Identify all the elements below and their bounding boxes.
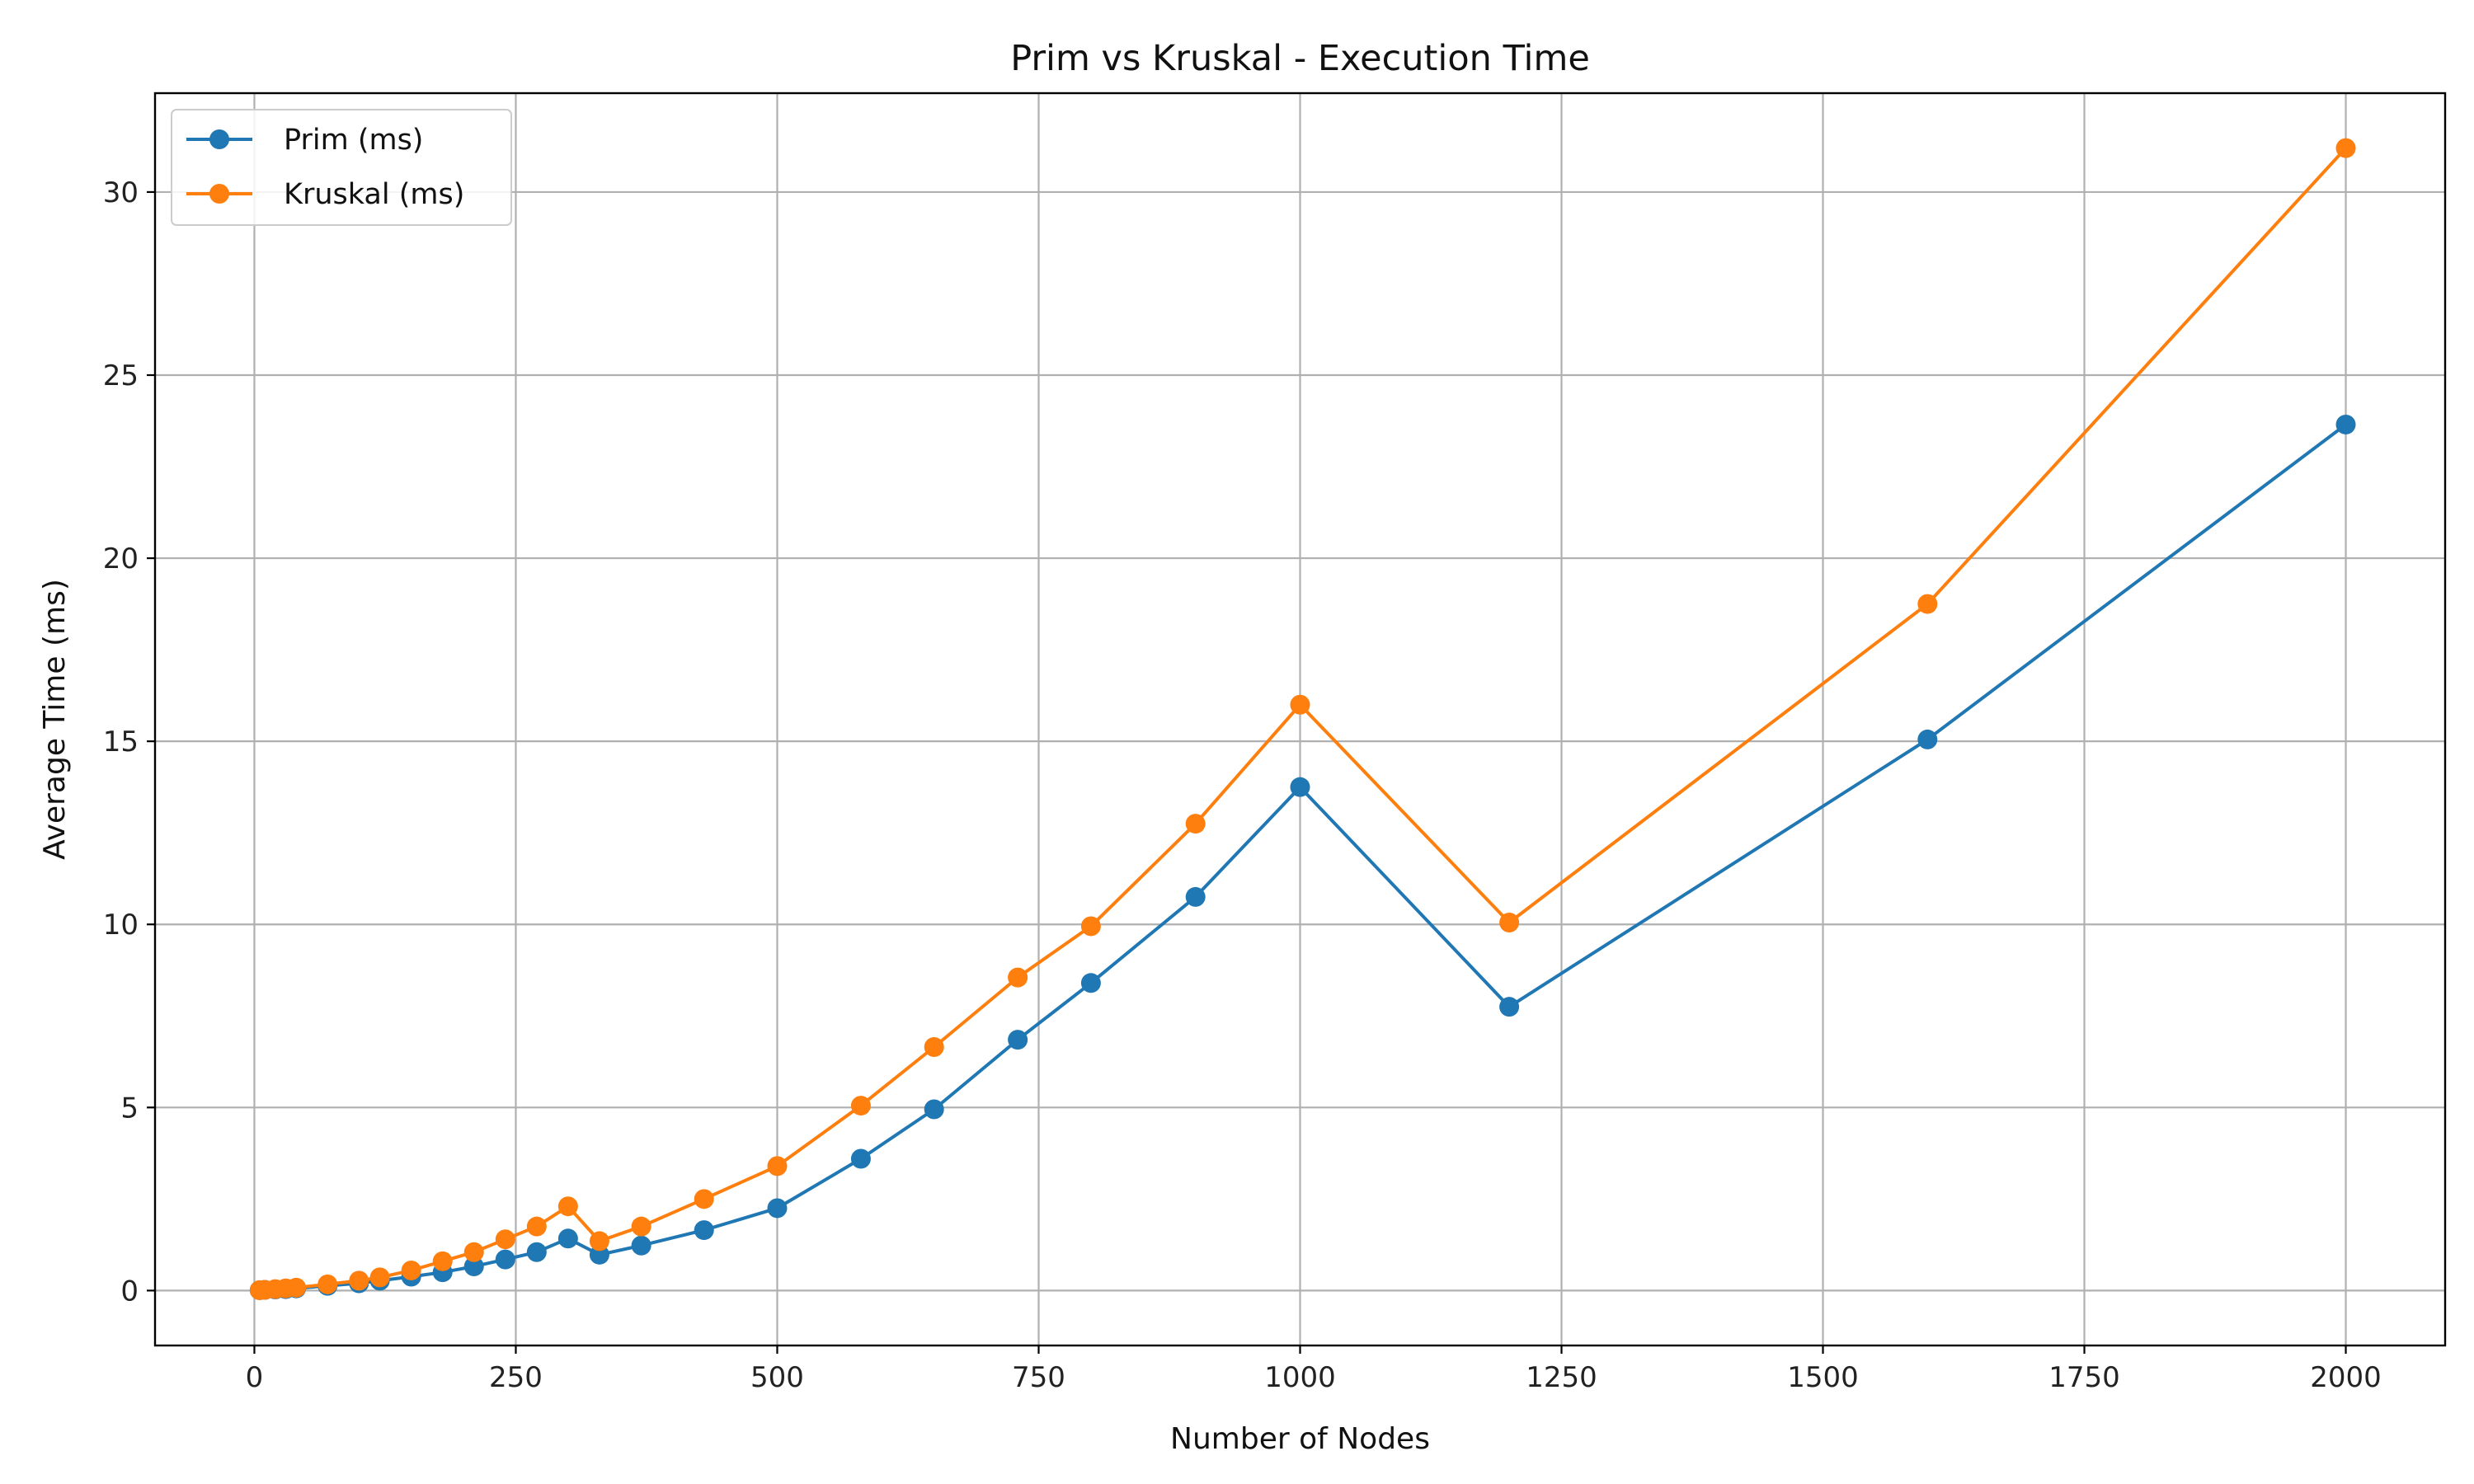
x-tick-label: 1750 — [2048, 1361, 2120, 1394]
data-point — [526, 1242, 547, 1262]
data-point — [924, 1037, 944, 1058]
data-point — [463, 1242, 484, 1262]
data-point — [1185, 814, 1206, 834]
data-point — [2335, 414, 2356, 434]
data-point — [694, 1220, 714, 1241]
legend-marker — [209, 129, 229, 149]
data-point — [767, 1198, 788, 1219]
data-point — [850, 1148, 871, 1169]
data-point — [526, 1216, 547, 1237]
data-point — [1008, 967, 1028, 988]
data-point — [349, 1270, 369, 1291]
legend: Prim (ms) Kruskal (ms) — [171, 109, 512, 226]
data-point — [767, 1156, 788, 1176]
plot-series — [249, 138, 2356, 1300]
data-point — [1290, 777, 1310, 797]
y-tick-label: 10 — [103, 909, 139, 942]
x-tick-label: 0 — [246, 1361, 264, 1394]
data-point — [1499, 997, 1520, 1017]
x-tick-label: 2000 — [2310, 1361, 2382, 1394]
y-tick-label: 5 — [120, 1092, 139, 1125]
legend-box — [171, 109, 512, 226]
data-point — [432, 1251, 453, 1271]
data-point — [1080, 916, 1101, 937]
data-point — [1917, 594, 1938, 614]
grid — [155, 93, 2445, 1345]
data-point — [495, 1249, 515, 1270]
data-point — [631, 1216, 651, 1237]
y-tick-label: 30 — [103, 176, 139, 209]
data-point — [286, 1277, 307, 1298]
data-point — [557, 1228, 578, 1249]
data-point — [850, 1096, 871, 1116]
data-point — [317, 1274, 338, 1294]
data-point — [589, 1244, 609, 1265]
data-point — [694, 1189, 714, 1209]
y-tick-label: 25 — [103, 359, 139, 392]
data-point — [1080, 973, 1101, 993]
x-tick-label: 250 — [489, 1361, 543, 1394]
axis-ticks: 0 250 500 750 1000 1250 1500 1750 2000 0 5 10 15 20 25… — [103, 176, 2382, 1394]
data-point — [589, 1231, 609, 1252]
x-tick-label: 1500 — [1787, 1361, 1859, 1394]
y-tick-label: 0 — [120, 1275, 139, 1308]
data-point — [369, 1267, 390, 1288]
series-kruskal — [249, 138, 2356, 1300]
data-point — [495, 1229, 515, 1250]
y-tick-label: 20 — [103, 542, 139, 575]
x-tick-label: 1250 — [1526, 1361, 1597, 1394]
data-point — [1290, 694, 1310, 715]
y-axis-title: Average Time (ms) — [38, 579, 72, 860]
data-point — [2335, 138, 2356, 158]
data-point — [401, 1260, 421, 1280]
data-point — [1185, 886, 1206, 907]
legend-label: Kruskal (ms) — [284, 178, 464, 211]
data-point — [1499, 913, 1520, 933]
legend-label: Prim (ms) — [284, 124, 423, 157]
x-axis-title: Number of Nodes — [1170, 1422, 1430, 1456]
data-point — [631, 1235, 651, 1256]
y-tick-label: 15 — [103, 726, 139, 758]
x-tick-label: 1000 — [1264, 1361, 1336, 1394]
x-tick-label: 750 — [1012, 1361, 1065, 1394]
x-tick-label: 500 — [750, 1361, 804, 1394]
data-point — [557, 1196, 578, 1217]
data-point — [1917, 729, 1938, 749]
data-point — [463, 1256, 484, 1277]
data-point — [924, 1099, 944, 1120]
data-point — [1008, 1030, 1028, 1050]
legend-marker — [209, 184, 229, 204]
chart-title: Prim vs Kruskal - Execution Time — [1010, 38, 1590, 79]
